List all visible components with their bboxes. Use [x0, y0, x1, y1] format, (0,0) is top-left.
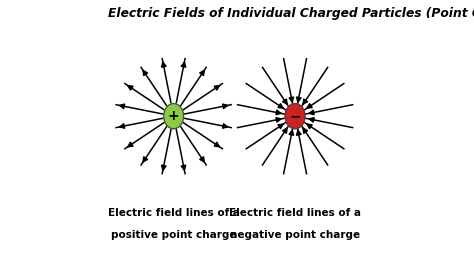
- Ellipse shape: [164, 103, 183, 129]
- Text: +: +: [168, 109, 180, 123]
- Ellipse shape: [285, 103, 305, 129]
- Text: positive point charge: positive point charge: [111, 230, 237, 240]
- Text: Electric field lines of a: Electric field lines of a: [108, 208, 240, 218]
- Text: Electric field lines of a: Electric field lines of a: [229, 208, 361, 218]
- Text: Electric Fields of Individual Charged Particles (Point Charges):: Electric Fields of Individual Charged Pa…: [108, 7, 474, 20]
- Text: −: −: [289, 109, 301, 123]
- Text: negative point charge: negative point charge: [230, 230, 360, 240]
